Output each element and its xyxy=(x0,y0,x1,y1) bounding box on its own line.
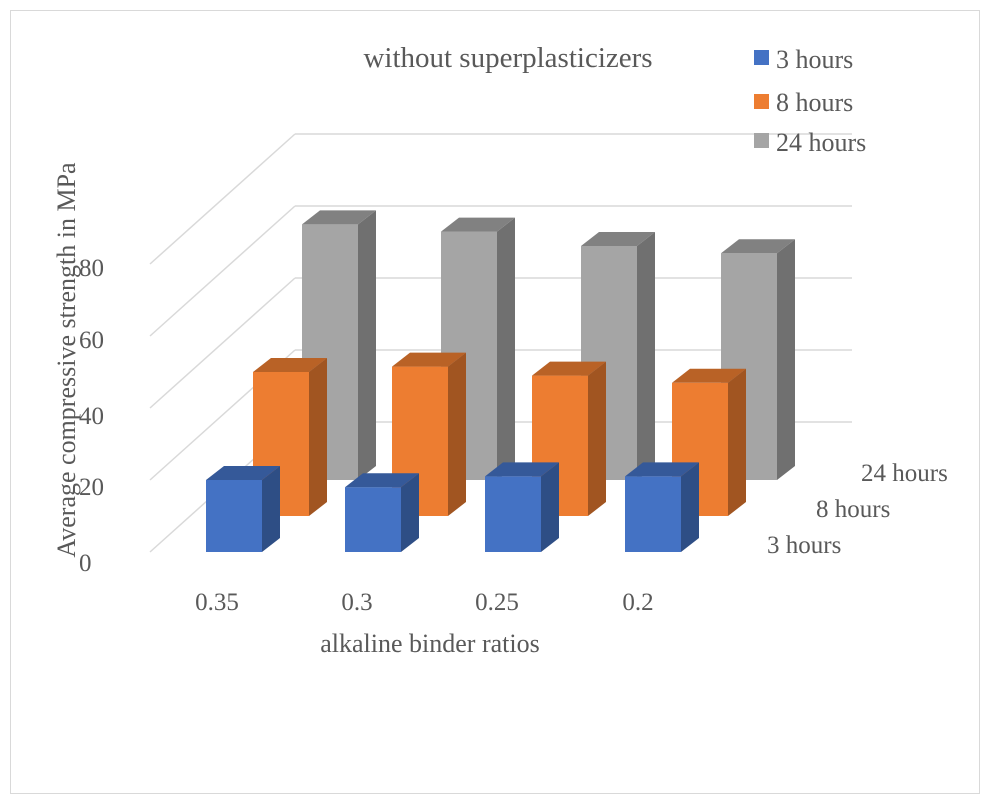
bar-front-face xyxy=(206,480,262,552)
depth-label-8-hours: 8 hours xyxy=(816,496,890,523)
bar-3-hours-0.25 xyxy=(485,462,559,552)
y-tick-80: 80 xyxy=(79,255,104,282)
y-axis-ticks: 0 20 40 60 80 xyxy=(79,255,104,577)
bar-top-face xyxy=(485,462,559,477)
legend: 3 hours 8 hours 24 hours xyxy=(754,45,866,157)
bar-top-face xyxy=(672,368,746,383)
bar-3-hours-0.3 xyxy=(345,473,419,552)
bar-side-face xyxy=(497,217,515,480)
bar-top-face xyxy=(581,232,655,246)
legend-label-3-hours: 3 hours xyxy=(776,45,853,74)
bar-front-face xyxy=(485,476,541,552)
y-tick-20: 20 xyxy=(79,474,104,501)
x-tick-0.35: 0.35 xyxy=(195,589,239,616)
x-axis-label: alkaline binder ratios xyxy=(320,629,539,658)
bar-side-face xyxy=(358,210,376,480)
x-tick-0.3: 0.3 xyxy=(341,589,372,616)
y-tick-0: 0 xyxy=(79,550,92,577)
bar-side-face xyxy=(637,232,655,480)
bar-front-face xyxy=(345,487,401,552)
bar-3-hours-0.35 xyxy=(206,466,280,552)
depth-label-24-hours: 24 hours xyxy=(861,460,948,487)
bar-top-face xyxy=(625,462,699,477)
bar-side-face xyxy=(401,473,419,552)
bar-side-face xyxy=(777,239,795,480)
x-axis-ticks: 0.35 0.3 0.25 0.2 xyxy=(195,589,654,616)
bar-24-hours-0.2 xyxy=(721,239,795,480)
bar-top-face xyxy=(721,239,795,254)
bar-top-face xyxy=(253,358,327,372)
bar-top-face xyxy=(345,473,419,488)
bar-top-face xyxy=(441,217,515,232)
bars xyxy=(206,210,795,552)
y-axis-label: Average compressive strength in MPa xyxy=(52,162,81,558)
bar-side-face xyxy=(262,466,280,552)
gridline-slant-40 xyxy=(149,277,296,409)
bar-side-face xyxy=(541,462,559,552)
gridline-slant-80 xyxy=(149,133,296,265)
depth-axis-labels: 24 hours 8 hours 3 hours xyxy=(767,460,948,559)
bar-side-face xyxy=(728,368,746,516)
bar-side-face xyxy=(448,352,466,516)
y-tick-40: 40 xyxy=(79,403,104,430)
bar-top-face xyxy=(392,352,466,367)
gridline-slant-60 xyxy=(149,205,296,337)
bar-side-face xyxy=(681,462,699,552)
x-tick-0.2: 0.2 xyxy=(622,589,653,616)
bar-side-face xyxy=(309,358,327,516)
depth-label-3-hours: 3 hours xyxy=(767,532,841,559)
legend-swatch-3-hours xyxy=(754,50,769,65)
legend-swatch-8-hours xyxy=(754,94,769,109)
bar-side-face xyxy=(588,361,606,516)
bar-top-face xyxy=(532,361,606,376)
legend-swatch-24-hours xyxy=(754,133,769,148)
bar-front-face xyxy=(625,476,681,552)
legend-label-24-hours: 24 hours xyxy=(776,128,866,157)
bar-24-hours-0.35 xyxy=(302,210,376,480)
bar-3-hours-0.2 xyxy=(625,462,699,552)
bar-top-face xyxy=(302,210,376,225)
bar-top-face xyxy=(206,466,280,480)
x-tick-0.25: 0.25 xyxy=(475,589,519,616)
legend-label-8-hours: 8 hours xyxy=(776,88,853,117)
y-tick-60: 60 xyxy=(79,327,104,354)
bar-8-hours-0.35 xyxy=(253,358,327,516)
bar-8-hours-0.25 xyxy=(532,361,606,516)
chart-title: without superplasticizers xyxy=(363,42,652,74)
